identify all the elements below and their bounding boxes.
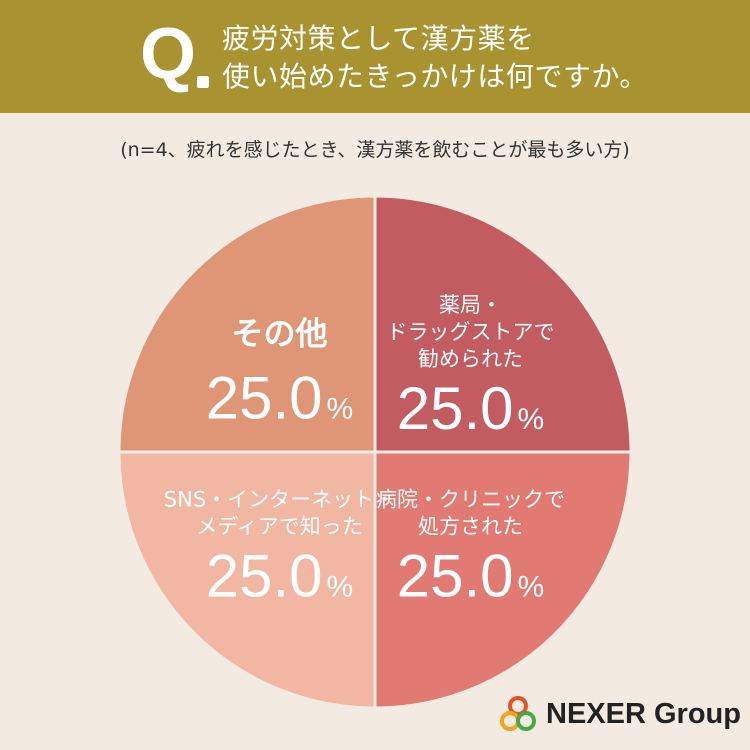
pie-slice-2 xyxy=(117,450,377,710)
slice-label-1-line-0: 病院・クリニックで xyxy=(376,488,565,512)
slice-label-0-line-1: ドラッグストアで xyxy=(387,320,555,344)
question-line-2: 使い始めたきっかけは何ですか。 xyxy=(222,60,648,93)
logo-rings-icon xyxy=(500,696,536,731)
slice-value-1: 25.0% xyxy=(397,543,544,610)
slice-value-2: 25.0% xyxy=(206,543,353,610)
pie-slice-3 xyxy=(117,194,377,454)
slice-label-2-line-0: SNS・インターネット・ xyxy=(164,488,395,512)
question-line-1: 疲労対策として漢方薬を xyxy=(222,22,535,55)
slice-label-2-line-1: メディアで知った xyxy=(196,515,363,539)
q-dot xyxy=(197,76,209,88)
chart-subtitle: (n=4、疲れを感じたとき、漢方薬を飲むことが最も多い方) xyxy=(120,139,630,161)
question-header: Q 疲労対策として漢方薬を 使い始めたきっかけは何ですか。 xyxy=(0,0,750,113)
slice-label-1-line-1: 処方された xyxy=(418,515,523,539)
slice-value-0: 25.0% xyxy=(397,375,544,442)
question-text: 疲労対策として漢方薬を 使い始めたきっかけは何ですか。 xyxy=(222,20,648,96)
q-mark: Q xyxy=(140,14,197,94)
slice-value-3: 25.0% xyxy=(206,364,353,431)
slice-label-3-line-0: その他 xyxy=(231,314,327,352)
pie-slice-1 xyxy=(373,450,633,710)
pie-slice-0 xyxy=(373,194,633,454)
slice-label-0-line-2: 勧められた xyxy=(418,347,523,371)
slice-label-0-line-0: 薬局・ xyxy=(439,293,502,317)
logo-text: NEXER Group xyxy=(546,697,741,730)
nexer-group-logo: NEXER Group xyxy=(498,692,741,736)
